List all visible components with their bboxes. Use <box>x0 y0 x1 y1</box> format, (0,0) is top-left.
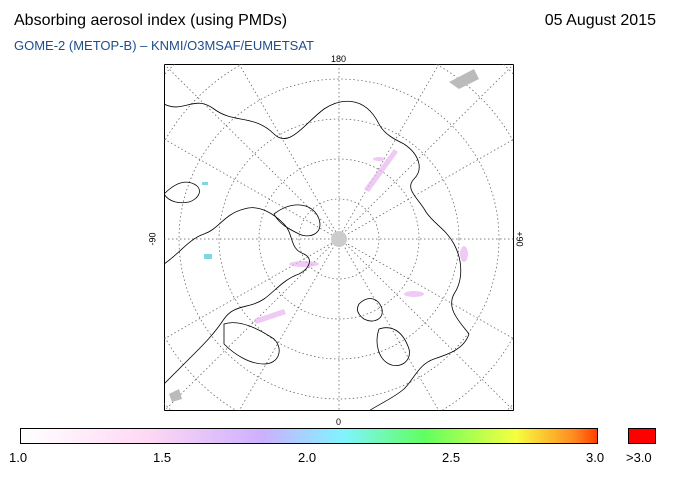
coastlines <box>164 100 470 411</box>
colorbar-tick: 3.0 <box>586 450 605 465</box>
label-0: 0 <box>336 417 342 427</box>
colorbar-tick: 1.5 <box>153 450 172 465</box>
colorbar-tick: 2.0 <box>298 450 317 465</box>
colorbar-over-swatch <box>628 428 656 444</box>
nodata-patch-2 <box>169 389 182 402</box>
label-180: 180 <box>331 54 347 64</box>
label-minus-90: -90 <box>147 232 158 246</box>
colorbar-tick: 2.5 <box>442 450 461 465</box>
colorbar <box>20 428 598 444</box>
colorbar-tick: 1.0 <box>9 450 28 465</box>
map-title: Absorbing aerosol index (using PMDs) <box>14 12 288 29</box>
aerosol-traces <box>254 149 468 324</box>
map-date: 05 August 2015 <box>544 12 656 29</box>
nodata-patch <box>449 69 479 89</box>
colorbar-over-label: >3.0 <box>626 450 652 465</box>
aerosol-cyan <box>202 182 212 259</box>
polar-map <box>164 64 514 411</box>
map-subtitle: GOME-2 (METOP-B) – KNMI/O3MSAF/EUMETSAT <box>14 38 314 53</box>
north-pole-nodata <box>331 231 347 247</box>
label-plus-90: +90 <box>514 231 525 247</box>
